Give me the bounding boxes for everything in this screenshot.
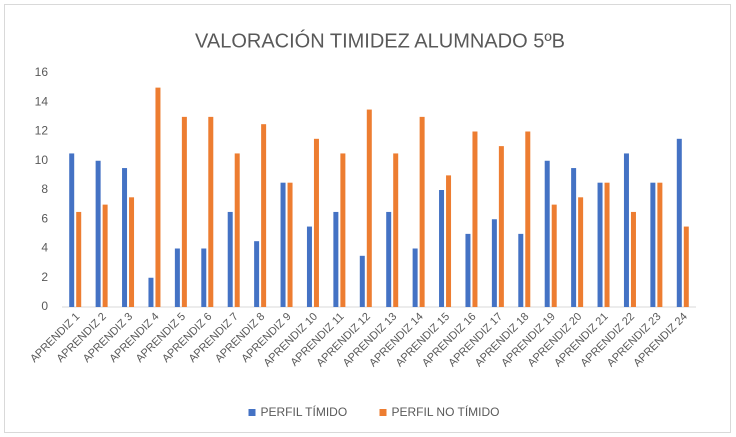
bar (155, 87, 161, 307)
bar (518, 233, 524, 307)
bar (102, 204, 108, 307)
bar (174, 248, 180, 307)
bar (472, 131, 478, 307)
bar (306, 226, 312, 307)
bar (439, 190, 445, 307)
bar (287, 182, 293, 307)
bar (623, 153, 629, 307)
bar (359, 255, 365, 307)
bar (465, 233, 471, 307)
y-tick-label: 6 (41, 211, 48, 225)
y-tick-label: 16 (35, 65, 49, 79)
bar (386, 211, 392, 307)
legend-swatch (248, 409, 256, 416)
legend-label: PERFIL TÍMIDO (261, 404, 348, 419)
y-tick-label: 12 (35, 124, 49, 138)
bar (419, 116, 425, 307)
bar (578, 197, 584, 307)
bar (201, 248, 207, 307)
bar (393, 153, 399, 307)
bar (676, 138, 682, 307)
y-tick-label: 0 (41, 299, 48, 313)
y-tick-label: 2 (41, 270, 48, 284)
bar (630, 211, 636, 307)
bar (597, 182, 603, 307)
bar (313, 138, 319, 307)
bar (95, 160, 101, 307)
bar (69, 153, 75, 307)
bar (571, 168, 577, 307)
bar (446, 175, 452, 307)
bar (181, 116, 187, 307)
bar (234, 153, 240, 307)
bar (122, 168, 128, 307)
bar (604, 182, 610, 307)
legend-label: PERFIL NO TÍMIDO (392, 404, 500, 419)
bar (261, 124, 267, 307)
bar (491, 219, 497, 307)
bar (650, 182, 656, 307)
bar (254, 241, 260, 307)
bar (129, 197, 135, 307)
legend-swatch (379, 409, 387, 416)
bar (544, 160, 550, 307)
bar (525, 131, 531, 307)
bar (280, 182, 286, 307)
bar (208, 116, 214, 307)
bar (148, 277, 154, 307)
y-tick-label: 14 (35, 94, 49, 108)
y-tick-label: 8 (41, 182, 48, 196)
y-tick-label: 4 (41, 241, 48, 255)
bar (683, 226, 689, 307)
bar (227, 211, 233, 307)
bar (412, 248, 418, 307)
bar (76, 211, 82, 307)
bar (551, 204, 557, 307)
bar (333, 211, 339, 307)
bar (366, 109, 372, 307)
chart-title: VALORACIÓN TIMIDEZ ALUMNADO 5ºB (195, 29, 565, 52)
bar (657, 182, 663, 307)
bar (340, 153, 346, 307)
bar (498, 146, 504, 307)
y-tick-label: 10 (35, 153, 49, 167)
